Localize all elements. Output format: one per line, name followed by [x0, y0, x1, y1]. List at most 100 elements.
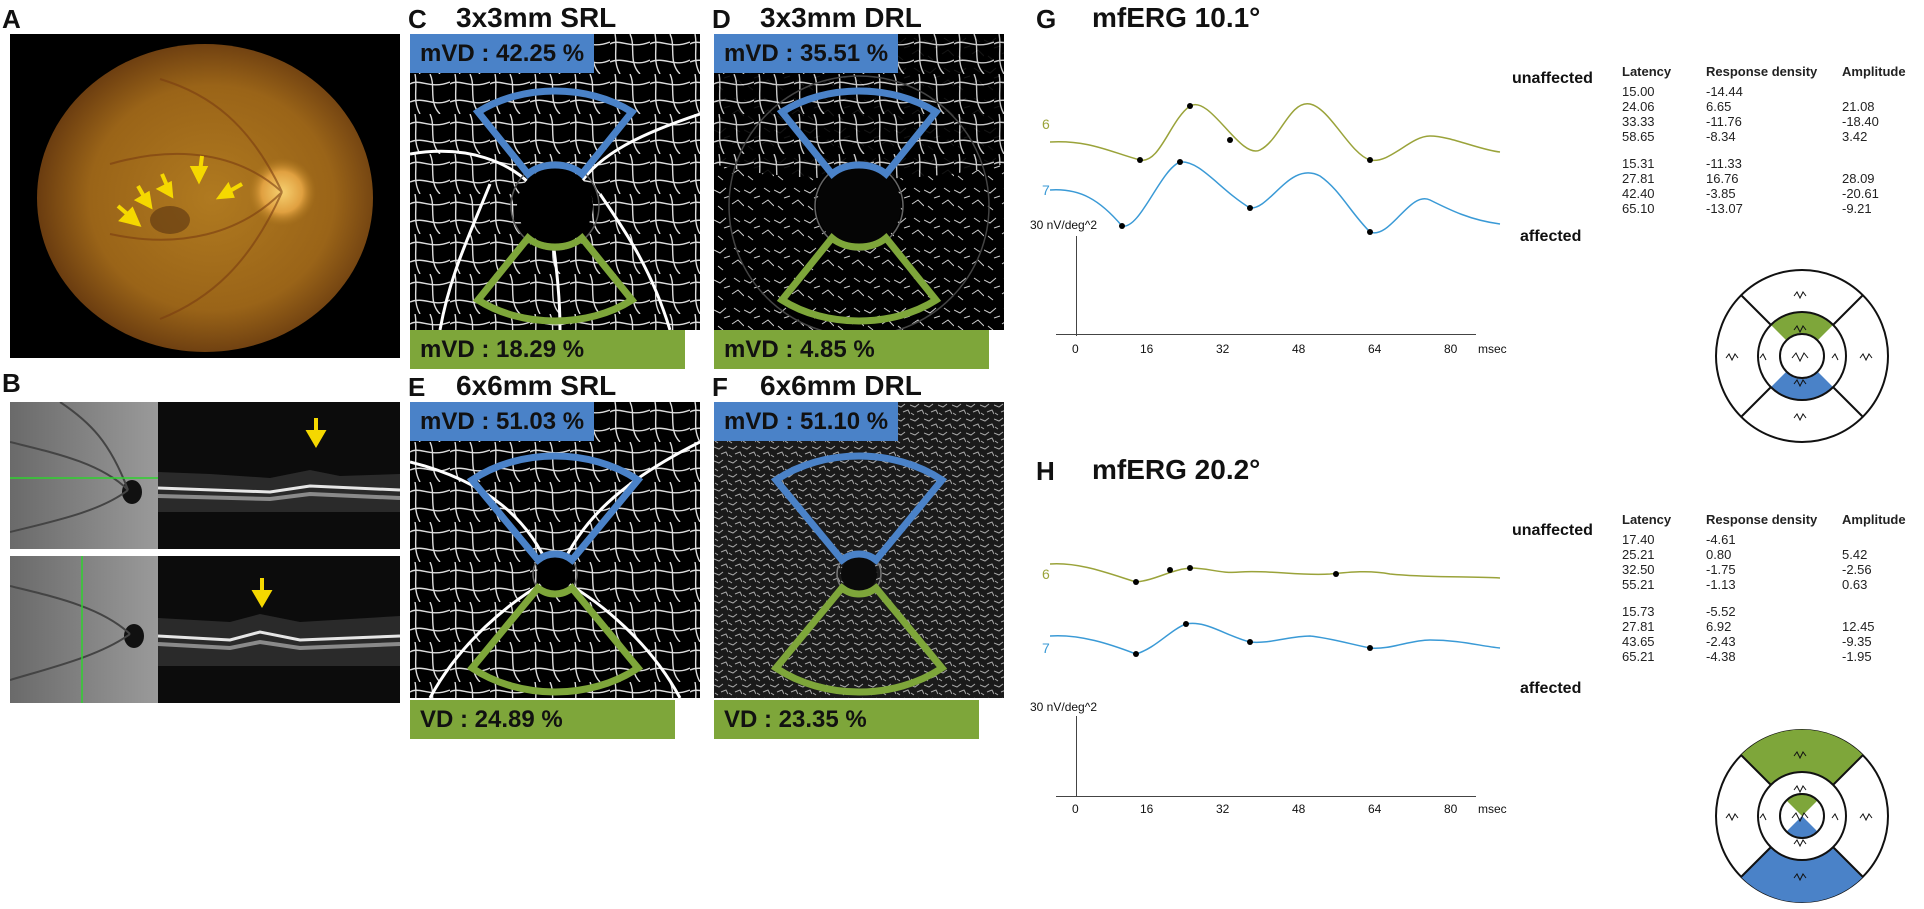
label-affected-h: affected	[1520, 680, 1582, 697]
table-cell: 24.06	[1622, 99, 1655, 114]
x-tick-h-3: 48	[1292, 802, 1306, 816]
table-cell: 55.21	[1622, 577, 1655, 592]
octa-image-e	[409, 402, 701, 699]
trace-label-6-g: 6	[1042, 116, 1050, 132]
table-cell: 15.31	[1622, 156, 1655, 171]
header-response-density-h: Response density	[1706, 512, 1818, 527]
table-cell: -9.21	[1842, 201, 1872, 216]
x-unit-h: msec	[1478, 802, 1507, 816]
mferg-ring-map-h	[1715, 729, 1889, 903]
table-cell: -5.52	[1706, 604, 1736, 619]
oct-scan-lower	[10, 556, 400, 703]
table-cell: -1.13	[1706, 577, 1736, 592]
panel-title-h: mfERG 20.2°	[1092, 454, 1261, 485]
badge-mvd-bottom-c: mVD : 18.29 %	[410, 330, 685, 369]
x-tick-g-5: 80	[1444, 342, 1458, 356]
table-cell: -8.34	[1706, 129, 1736, 144]
scale-label-g: 30 nV/deg^2	[1030, 218, 1098, 232]
x-axis-h	[1056, 712, 1476, 797]
table-cell: 65.10	[1622, 201, 1655, 216]
x-tick-g-4: 64	[1368, 342, 1382, 356]
panel-label-b: B	[2, 368, 21, 398]
oct-scan-upper	[10, 402, 400, 549]
table-cell: -1.95	[1842, 649, 1872, 664]
table-cell: 6.65	[1706, 99, 1732, 114]
header-latency-h: Latency	[1622, 512, 1672, 527]
trace-label-7-h: 7	[1042, 640, 1050, 656]
oct-arrow-lower	[251, 578, 273, 608]
table-cell: -13.07	[1706, 201, 1743, 216]
mferg-traces-h	[1050, 563, 1501, 657]
fundus-arrows	[116, 155, 243, 227]
label-unaffected-g: unaffected	[1512, 70, 1593, 87]
panel-label-e: E	[408, 372, 426, 402]
mferg-table-g: Latency Response density Amplitude 15.00…	[1622, 64, 1922, 264]
header-amplitude-g: Amplitude	[1842, 64, 1906, 79]
scale-label-h: 30 nV/deg^2	[1030, 700, 1098, 714]
x-tick-g-0: 0	[1072, 342, 1079, 356]
table-cell: 32.50	[1622, 562, 1655, 577]
x-tick-h-0: 0	[1072, 802, 1079, 816]
table-cell: 3.42	[1842, 129, 1868, 144]
table-cell: -14.44	[1706, 84, 1743, 99]
x-tick-h-4: 64	[1368, 802, 1382, 816]
table-cell: -9.35	[1842, 634, 1872, 649]
x-tick-h-2: 32	[1216, 802, 1230, 816]
panel-label-f: F	[712, 372, 728, 402]
table-cell: 27.81	[1622, 619, 1655, 634]
fundus-image	[37, 44, 373, 352]
panel-title-e: 6x6mm SRL	[456, 370, 617, 401]
mferg-table-h: Latency Response density Amplitude 17.40…	[1622, 512, 1922, 712]
table-cell: 15.73	[1622, 604, 1655, 619]
panel-label-h: H	[1036, 456, 1055, 486]
panel-title-g: mfERG 10.1°	[1092, 2, 1261, 33]
table-cell: -3.85	[1706, 186, 1736, 201]
table-cell: 0.63	[1842, 577, 1868, 592]
table-cell: 17.40	[1622, 532, 1655, 547]
table-cell: -2.43	[1706, 634, 1736, 649]
x-tick-h-5: 80	[1444, 802, 1458, 816]
trace-label-7-g: 7	[1042, 182, 1050, 198]
panel-title-f: 6x6mm DRL	[760, 370, 922, 401]
table-cell: 15.00	[1622, 84, 1655, 99]
table-cell: 33.33	[1622, 114, 1655, 129]
header-latency-g: Latency	[1622, 64, 1672, 79]
fundus-photo	[10, 34, 400, 358]
panel-title-c: 3x3mm SRL	[456, 2, 617, 33]
x-tick-h-1: 16	[1140, 802, 1154, 816]
table-cell: -2.56	[1842, 562, 1872, 577]
table-cell: 65.21	[1622, 649, 1655, 664]
table-cell: 28.09	[1842, 171, 1875, 186]
octa-image-d	[714, 34, 1004, 337]
x-tick-g-2: 32	[1216, 342, 1230, 356]
x-axis-g	[1056, 230, 1476, 336]
mferg-ring-map-g	[1715, 269, 1889, 443]
table-cell: 27.81	[1622, 171, 1655, 186]
table-cell: -18.40	[1842, 114, 1879, 129]
badge-mvd-top-d: mVD : 35.51 %	[714, 34, 899, 73]
table-cell: 0.80	[1706, 547, 1732, 562]
badge-mvd-top-f: mVD : 51.10 %	[714, 402, 899, 441]
panel-title-d: 3x3mm DRL	[760, 2, 922, 33]
table-cell: -1.75	[1706, 562, 1736, 577]
panel-label-g: G	[1036, 4, 1057, 34]
table-cell: 12.45	[1842, 619, 1875, 634]
table-cell: 25.21	[1622, 547, 1655, 562]
badge-vd-bottom-f: VD : 23.35 %	[714, 700, 979, 739]
axis-g	[1280, 0, 1281, 1]
badge-mvd-top-e: mVD : 51.03 %	[410, 402, 595, 441]
trace-label-6-h: 6	[1042, 566, 1050, 582]
table-cell: 21.08	[1842, 99, 1875, 114]
table-cell: -4.38	[1706, 649, 1736, 664]
header-amplitude-h: Amplitude	[1842, 512, 1906, 527]
table-cell: -4.61	[1706, 532, 1736, 547]
table-cell: 6.92	[1706, 619, 1732, 634]
table-cell: 16.76	[1706, 171, 1739, 186]
table-cell: -20.61	[1842, 186, 1879, 201]
table-cell: 42.40	[1622, 186, 1655, 201]
octa-image-f	[714, 402, 1004, 698]
badge-mvd-bottom-d: mVD : 4.85 %	[714, 330, 989, 369]
table-cell: 43.65	[1622, 634, 1655, 649]
label-affected-g: affected	[1520, 228, 1582, 245]
table-cell: -11.76	[1706, 114, 1742, 129]
